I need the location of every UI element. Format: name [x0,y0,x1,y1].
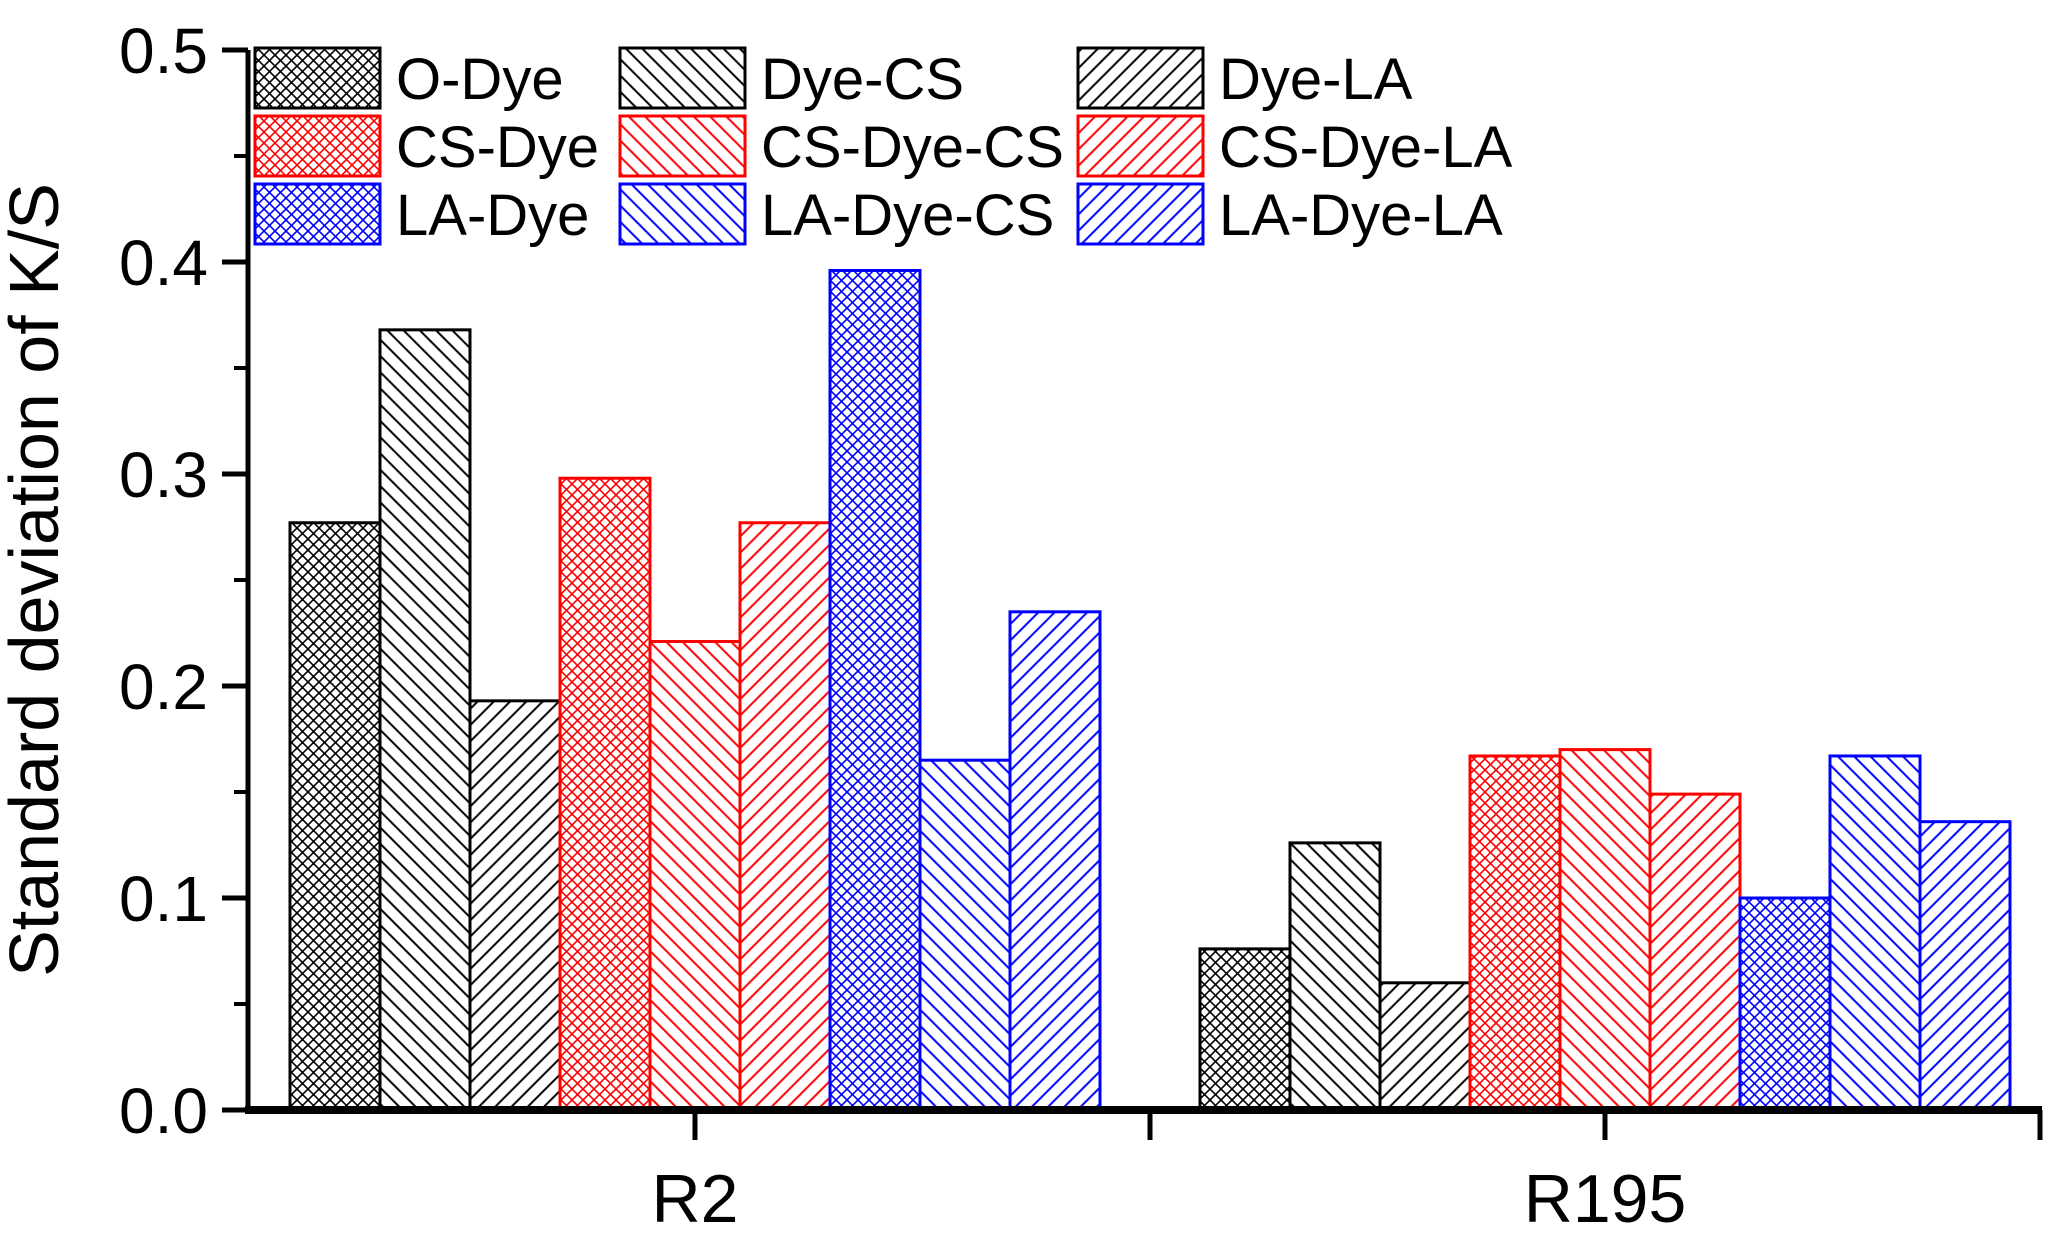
y-tick-label: 0.5 [119,15,208,87]
legend-swatch-LA-Dye-LA [1076,182,1205,246]
legend-swatch-O-Dye [253,46,382,110]
bar-LA-Dye-R2 [828,268,922,1112]
legend-item: CS-Dye [253,114,599,180]
bar-Dye-CS-R2 [378,328,472,1112]
y-tick-label: 0.1 [119,863,208,935]
y-tick-label: 0.0 [119,1075,208,1147]
bar-LA-Dye-CS-R195 [1828,754,1922,1112]
x-category-label: R195 [1524,1161,1687,1237]
bar-Dye-LA-R195 [1378,981,1472,1112]
bars-layer [288,268,2012,1112]
x-category-label: R2 [652,1161,739,1237]
bar-O-Dye-R195 [1198,947,1292,1112]
bar-LA-Dye-LA-R2 [1008,610,1102,1112]
legend-label-LA-Dye: LA-Dye [396,183,589,248]
bar-CS-Dye-LA-R195 [1648,792,1742,1112]
legend-label-CS-Dye-LA: CS-Dye-LA [1219,115,1513,180]
bar-CS-Dye-CS-R195 [1558,748,1652,1112]
y-tick-label: 0.2 [119,651,208,723]
bar-Dye-LA-R2 [468,699,562,1112]
legend-swatch-Dye-CS [618,46,747,110]
legend-item: Dye-LA [1076,46,1413,112]
bar-Dye-CS-R195 [1288,841,1382,1112]
legend: O-Dye Dye-CS Dye-LA CS-Dye CS-Dye-CS CS-Dye-L… [253,46,1513,248]
legend-item: Dye-CS [618,46,964,112]
legend-label-LA-Dye-LA: LA-Dye-LA [1219,183,1503,248]
legend-item: LA-Dye-LA [1076,182,1503,248]
legend-swatch-CS-Dye [253,114,382,178]
legend-label-LA-Dye-CS: LA-Dye-CS [761,183,1054,248]
legend-label-CS-Dye: CS-Dye [396,115,599,180]
y-axis-title: Standard deviation of K/S [0,183,73,977]
bar-O-Dye-R2 [288,521,382,1112]
legend-item: LA-Dye [253,182,589,248]
legend-swatch-CS-Dye-LA [1076,114,1205,178]
legend-label-O-Dye: O-Dye [396,47,564,112]
bar-CS-Dye-CS-R2 [648,639,742,1112]
legend-label-CS-Dye-CS: CS-Dye-CS [761,115,1064,180]
legend-item: LA-Dye-CS [618,182,1054,248]
legend-item: CS-Dye-LA [1076,114,1513,180]
legend-swatch-CS-Dye-CS [618,114,747,178]
legend-swatch-LA-Dye [253,182,382,246]
bar-CS-Dye-R195 [1468,754,1562,1112]
bar-LA-Dye-LA-R195 [1918,820,2012,1112]
legend-item: O-Dye [253,46,564,112]
legend-item: CS-Dye-CS [618,114,1064,180]
bar-LA-Dye-CS-R2 [918,758,1012,1112]
axes-layer: 0.0 0.1 0.2 0.3 0.4 0.5 R2 R195 [119,15,2043,1237]
bar-LA-Dye-R195 [1738,896,1832,1112]
y-tick-label: 0.3 [119,439,208,511]
y-tick-label: 0.4 [119,227,208,299]
legend-swatch-Dye-LA [1076,46,1205,110]
legend-label-Dye-LA: Dye-LA [1219,47,1413,112]
legend-swatch-LA-Dye-CS [618,182,747,246]
bar-CS-Dye-R2 [558,476,652,1112]
legend-label-Dye-CS: Dye-CS [761,47,964,112]
bar-CS-Dye-LA-R2 [738,521,832,1112]
